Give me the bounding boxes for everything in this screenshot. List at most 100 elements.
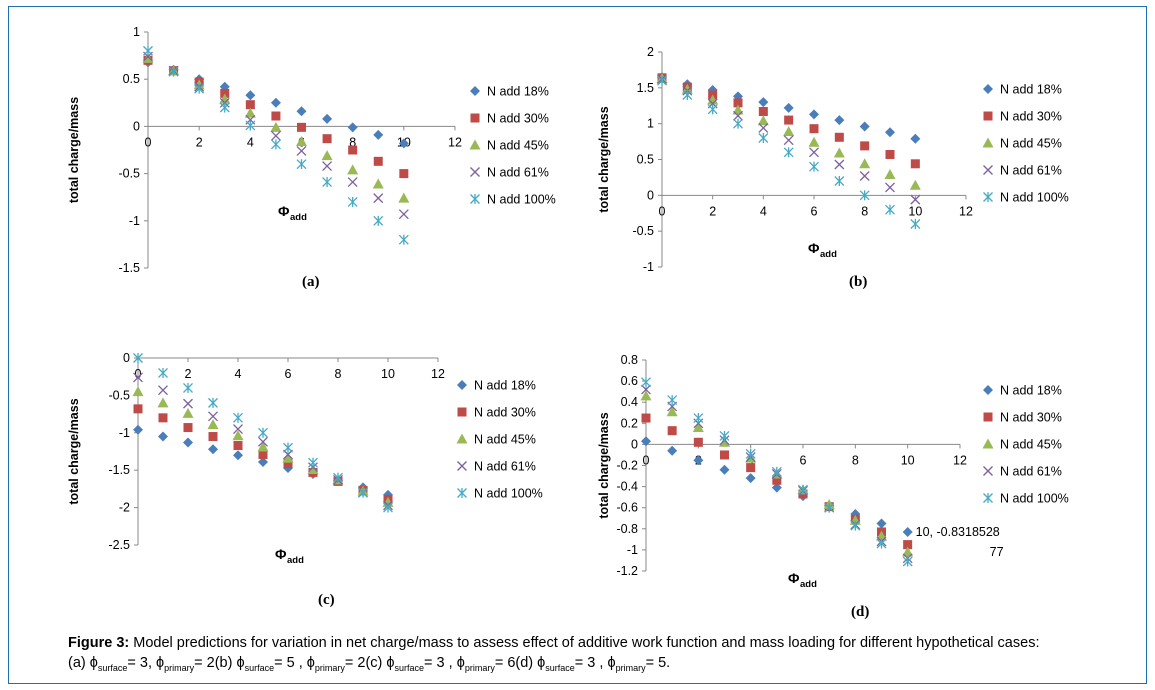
data-point bbox=[133, 404, 143, 414]
data-point bbox=[876, 538, 887, 549]
x-tick-label: 0 bbox=[643, 453, 650, 467]
data-point bbox=[693, 413, 704, 424]
series-4 bbox=[657, 75, 921, 229]
legend-marker bbox=[983, 385, 993, 395]
data-point bbox=[208, 432, 218, 442]
y-tick-label: -1 bbox=[119, 426, 130, 440]
x-axis-title: Φ bbox=[788, 570, 800, 586]
data-point bbox=[733, 118, 743, 129]
data-point bbox=[885, 149, 895, 159]
series-4 bbox=[641, 377, 913, 567]
data-point bbox=[233, 412, 243, 423]
caption-text: Model predictions for variation in net c… bbox=[133, 635, 1040, 651]
series-4 bbox=[143, 45, 409, 245]
x-tick-label: 12 bbox=[953, 453, 967, 467]
data-point bbox=[182, 407, 194, 418]
y-tick-label: 0.4 bbox=[621, 395, 638, 409]
legend-label: N add 100% bbox=[487, 193, 556, 207]
legend-label: N add 30% bbox=[1000, 110, 1062, 124]
data-point bbox=[902, 526, 913, 537]
data-point bbox=[399, 169, 409, 179]
data-point bbox=[383, 502, 393, 513]
data-point bbox=[373, 215, 384, 226]
legend-item: N add 61% bbox=[983, 465, 1062, 479]
data-point bbox=[143, 45, 153, 56]
data-point bbox=[233, 450, 243, 461]
x-tick-label: 2 bbox=[196, 135, 203, 149]
data-point bbox=[322, 134, 332, 144]
y-tick-label: -0.4 bbox=[616, 480, 638, 494]
legend-marker bbox=[983, 192, 993, 202]
data-point bbox=[824, 502, 835, 513]
legend-label: N add 45% bbox=[1000, 438, 1062, 452]
data-point bbox=[258, 427, 268, 438]
y-tick-label: -0.5 bbox=[632, 224, 654, 238]
legend-marker bbox=[983, 165, 993, 175]
caption-param-0: (a) ϕsurface= 3, bbox=[68, 655, 157, 673]
data-point bbox=[233, 441, 243, 451]
data-point bbox=[909, 179, 921, 190]
chart-c: 0 -0.5 -1 -1.5 -2 -2.5 0 2 4 6 8 10 12 total charge/m… bbox=[67, 351, 543, 566]
series-2 bbox=[142, 52, 410, 203]
data-point bbox=[244, 107, 256, 118]
legend-item: N add 18% bbox=[470, 85, 549, 99]
data-point bbox=[347, 164, 359, 175]
y-tick-label: -2.5 bbox=[108, 538, 130, 552]
legend-label: N add 100% bbox=[474, 487, 543, 501]
x-tick-label: 10 bbox=[381, 367, 395, 381]
data-point bbox=[910, 133, 921, 144]
data-point bbox=[271, 111, 281, 121]
data-point bbox=[158, 367, 168, 378]
y-tick-label: -0.2 bbox=[616, 459, 638, 473]
data-point bbox=[296, 159, 307, 170]
data-point bbox=[282, 452, 294, 463]
data-point bbox=[910, 194, 921, 205]
legend-marker bbox=[983, 466, 993, 476]
y-tick-label: 0.5 bbox=[123, 72, 140, 86]
data-point bbox=[884, 169, 896, 180]
series-1 bbox=[133, 404, 393, 504]
data-point bbox=[208, 397, 218, 408]
legend-marker bbox=[470, 113, 480, 123]
data-point bbox=[850, 520, 861, 531]
data-point bbox=[719, 464, 730, 475]
caption-param-5: ϕprimary= 6(d) bbox=[456, 655, 538, 673]
data-point bbox=[233, 424, 243, 435]
legend-marker bbox=[983, 493, 993, 503]
panel-label-a: (a) bbox=[302, 274, 320, 290]
data-point bbox=[348, 145, 358, 155]
y-axis-title: total charge/mass bbox=[597, 106, 611, 212]
legend-marker bbox=[983, 412, 993, 422]
x-tick-label: 10 bbox=[908, 204, 922, 218]
caption-param-3: ϕprimary= 2(c) bbox=[306, 655, 387, 673]
data-point bbox=[681, 83, 693, 94]
legend-item: N add 61% bbox=[457, 460, 536, 474]
legend-marker bbox=[457, 380, 467, 390]
y-axis-title: total charge/mass bbox=[67, 97, 81, 203]
caption-parameters: (a) ϕsurface= 3, ϕprimary= 2(b) ϕsurface… bbox=[68, 655, 670, 673]
series-2 bbox=[132, 386, 394, 507]
legend-label: N add 18% bbox=[1000, 83, 1062, 97]
legend-item: N add 18% bbox=[983, 384, 1062, 398]
series-4 bbox=[133, 353, 393, 513]
x-tick-label: 6 bbox=[285, 367, 292, 381]
legend-item: N add 100% bbox=[983, 191, 1069, 205]
panel-label-d: (d) bbox=[851, 604, 870, 620]
data-point bbox=[208, 444, 218, 455]
legend-label: N add 61% bbox=[1000, 164, 1062, 178]
data-point bbox=[322, 161, 333, 172]
legend-item: N add 45% bbox=[469, 139, 549, 153]
data-point bbox=[270, 121, 282, 132]
y-tick-label: 0.2 bbox=[621, 416, 638, 430]
x-tick-label: 8 bbox=[861, 204, 868, 218]
data-point bbox=[876, 518, 887, 529]
data-point bbox=[158, 413, 168, 423]
series-1 bbox=[143, 55, 409, 179]
data-point bbox=[885, 204, 895, 215]
data-point bbox=[859, 171, 870, 181]
legend-item: N add 100% bbox=[470, 193, 556, 207]
data-point bbox=[834, 176, 845, 186]
data-point bbox=[859, 190, 870, 201]
x-tick-label: 8 bbox=[335, 367, 342, 381]
data-point bbox=[194, 83, 205, 94]
